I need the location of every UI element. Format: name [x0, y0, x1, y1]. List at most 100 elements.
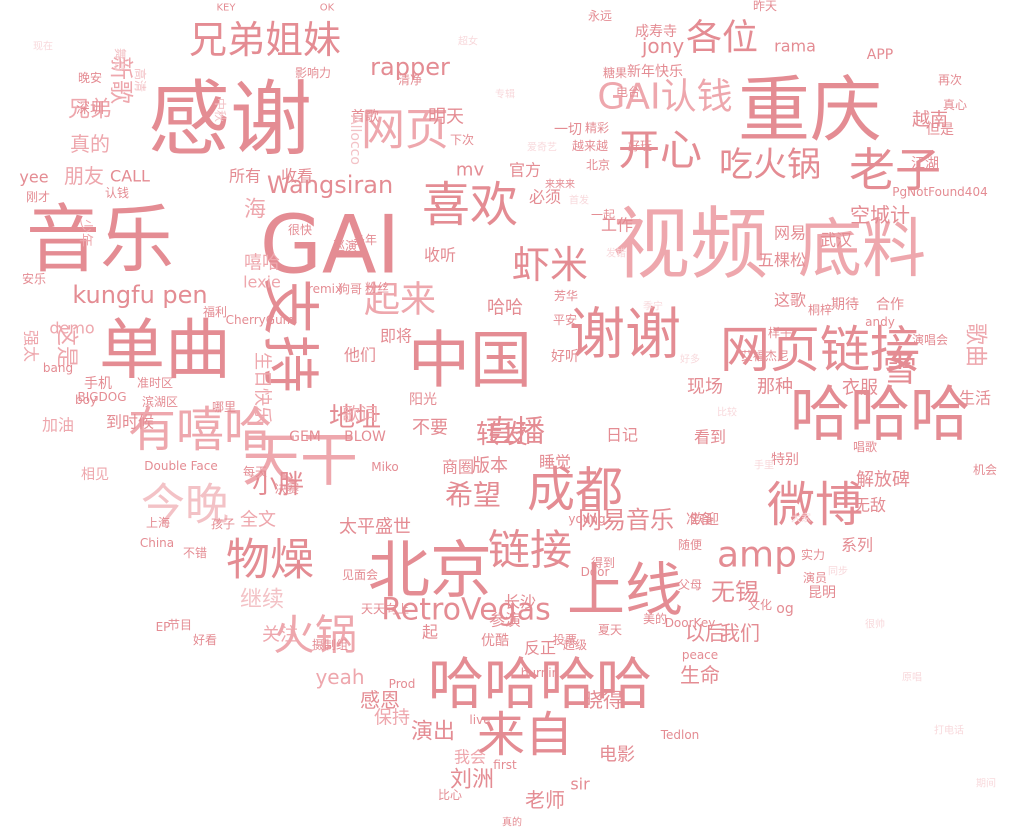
cloud-word: Prod	[389, 677, 416, 691]
cloud-word: 越南	[912, 110, 948, 131]
cloud-word: 直播	[485, 415, 545, 450]
cloud-word: APP	[867, 47, 893, 63]
cloud-word: 以后	[685, 621, 725, 645]
cloud-word: 安乐	[22, 271, 46, 286]
cloud-word: 但是	[926, 122, 954, 138]
cloud-word: 打电话	[934, 724, 964, 737]
cloud-word: 无锡	[711, 578, 759, 606]
cloud-word: 网页链接	[720, 321, 920, 379]
cloud-word: 期待	[831, 297, 859, 313]
cloud-word: 支持	[256, 277, 324, 393]
cloud-word: 成寿寺	[635, 23, 677, 40]
cloud-word: 昆明	[808, 585, 836, 601]
cloud-word: 狗哥	[338, 282, 362, 296]
cloud-word: 雪	[883, 350, 917, 390]
cloud-word: 来自	[477, 707, 573, 763]
cloud-word: 保持	[374, 708, 410, 729]
cloud-word: 电台	[616, 84, 640, 99]
cloud-word: 衣服	[842, 378, 878, 399]
cloud-word: 空城计	[850, 203, 910, 227]
cloud-word: young	[568, 512, 605, 526]
cloud-word: 解放碑	[856, 470, 910, 491]
cloud-word: 巡演	[333, 238, 357, 253]
cloud-word: 武汉	[820, 231, 852, 250]
cloud-word: 深圳	[76, 101, 104, 117]
cloud-word: 地址	[329, 403, 381, 433]
cloud-word: Double Face	[144, 459, 217, 473]
cloud-word: 兄弟	[68, 98, 112, 123]
cloud-word: rapper	[370, 53, 450, 81]
cloud-word: 生日快乐	[252, 352, 273, 424]
cloud-word: 夏天	[598, 623, 622, 637]
cloud-word: 实力	[801, 547, 825, 562]
cloud-word: 清净	[398, 73, 422, 87]
cloud-word: 成都	[527, 462, 623, 518]
cloud-word: remix	[308, 282, 342, 296]
cloud-word: 看到	[694, 428, 726, 447]
cloud-word: 天天向上	[361, 601, 409, 616]
cloud-word: 演员	[803, 570, 827, 585]
cloud-word: 唱歌	[853, 439, 877, 454]
cloud-word: 同步	[828, 566, 848, 578]
cloud-word: 好看	[193, 633, 217, 647]
cloud-word: 美的	[643, 611, 667, 626]
cloud-word: 必须	[529, 188, 561, 207]
cloud-word: 中秋	[213, 98, 228, 122]
cloud-word: 平安	[553, 312, 577, 327]
cloud-word: 新歌	[107, 56, 135, 104]
cloud-word: 上线	[567, 556, 683, 624]
cloud-word: 希望	[445, 479, 501, 512]
cloud-word: 朋友	[64, 164, 104, 188]
cloud-word: Allocco	[347, 115, 363, 165]
cloud-word: 全文	[240, 510, 276, 531]
cloud-word: 每天	[243, 464, 267, 479]
cloud-word: 这是	[54, 324, 79, 368]
cloud-word: CherryGum	[226, 313, 295, 327]
cloud-word: 网易	[774, 224, 806, 243]
cloud-word: 糖果	[603, 65, 627, 80]
cloud-word: 重庆	[738, 68, 882, 152]
cloud-word: 艾福杰尼	[741, 348, 789, 363]
cloud-word: Wangsiran	[267, 171, 393, 199]
cloud-word: 得到	[591, 555, 615, 570]
cloud-word: 谢谢	[569, 303, 681, 368]
cloud-word: burnin	[521, 666, 560, 680]
cloud-word: 这歌	[774, 291, 806, 310]
cloud-word: 现在	[33, 41, 53, 53]
cloud-word: 少年	[77, 219, 93, 247]
cloud-word: 那种	[757, 377, 793, 398]
cloud-word: 喜欢	[422, 177, 518, 233]
cloud-word: 来来来	[545, 179, 575, 191]
cloud-word: 爱奇艺	[527, 141, 557, 154]
cloud-word: 关注	[262, 625, 298, 646]
cloud-word: 阳光	[409, 392, 437, 408]
cloud-word: 特别	[771, 452, 799, 468]
cloud-word: 优酷	[481, 633, 509, 649]
cloud-word: 新年快乐	[627, 64, 683, 80]
cloud-word: 不要	[412, 418, 448, 439]
cloud-word: EP	[156, 620, 171, 634]
cloud-word: 样子	[768, 325, 792, 340]
cloud-word: 即将	[380, 327, 412, 346]
cloud-word: 老子	[849, 143, 941, 197]
cloud-word: 欢迎	[691, 512, 719, 528]
cloud-word: 孩子	[211, 517, 235, 531]
cloud-word: 收看	[281, 167, 313, 186]
cloud-word: 很帅	[865, 618, 885, 631]
cloud-word: 反正	[524, 639, 556, 658]
cloud-word: 老师	[525, 788, 565, 812]
cloud-word: 明天	[428, 107, 464, 128]
cloud-word: 歌曲	[963, 323, 988, 367]
cloud-word: 哪里	[212, 400, 236, 414]
cloud-word: 虾米	[512, 243, 588, 287]
cloud-word: 生命	[680, 663, 720, 687]
cloud-word: GAI认钱	[597, 77, 732, 118]
cloud-word: 发错	[606, 247, 626, 260]
cloud-word: 音乐	[26, 197, 174, 283]
cloud-word: peace	[682, 648, 718, 662]
cloud-word: 歌词	[342, 405, 378, 426]
cloud-word: 微博	[767, 477, 863, 533]
cloud-word: demo	[49, 319, 94, 338]
cloud-word: 芳华	[554, 289, 578, 303]
